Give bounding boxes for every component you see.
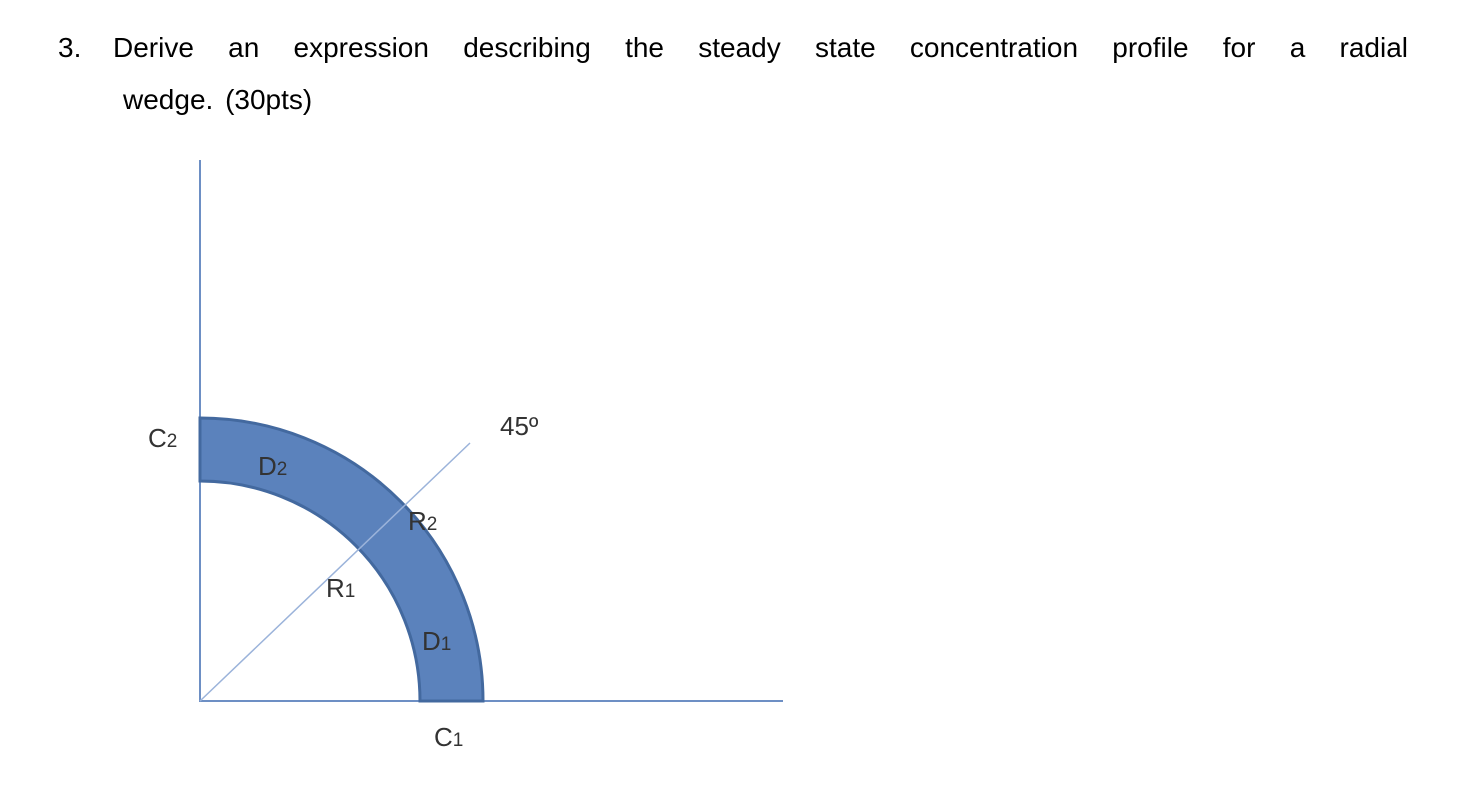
label: C2 [148,423,177,453]
label: D2 [258,451,287,481]
question-text: wedge. (30pts) [123,84,313,115]
question-number: 3. [58,32,82,63]
label: R1 [326,573,355,603]
label: D1 [422,626,451,656]
question-text: Derive an expression describing the stea… [113,32,1408,63]
label: R2 [408,506,437,536]
label: C1 [434,722,463,752]
wedge [198,416,485,703]
diagonal-line [199,442,471,702]
angle-label: 45º [500,411,539,441]
